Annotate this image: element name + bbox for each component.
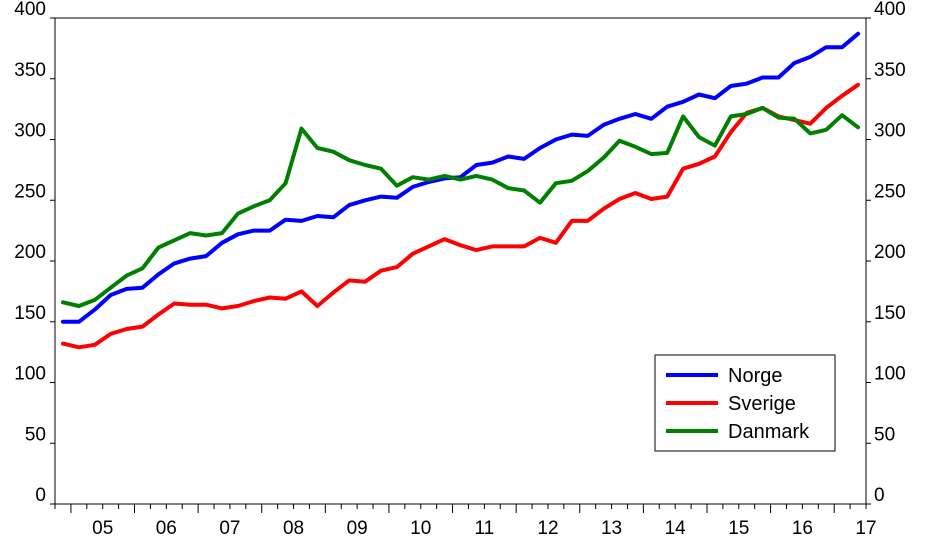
y-left-tick-label: 300 [14,121,46,142]
y-left-tick-label: 100 [14,364,46,385]
y-right-tick-label: 150 [874,303,906,324]
legend-label: Danmark [728,421,810,443]
left-y-axis: 0 50 100 150 200 250 300 350 400 [14,0,55,506]
y-left-tick-label: 250 [14,181,46,202]
y-left-tick-label: 150 [14,303,46,324]
y-right-tick-label: 50 [874,424,895,445]
series-layer [61,31,860,350]
series-line-danmark [61,105,860,308]
x-tick-label: 07 [219,518,240,539]
x-tick-label: 12 [537,518,558,539]
legend: Norge Sverige Danmark [654,354,836,452]
x-tick-label: 06 [156,518,177,539]
x-tick-label: 08 [283,518,304,539]
y-right-tick-label: 350 [874,60,906,81]
x-tick-label: 05 [92,518,113,539]
x-tick-label: 11 [474,518,494,539]
series-line-sverige [61,82,860,350]
x-tick-label: 17 [855,518,876,539]
legend-label: Norge [728,365,782,387]
series-line-norge [61,31,860,324]
x-tick-label: 10 [410,518,431,539]
x-tick-label: 09 [347,518,368,539]
x-axis: 05 06 07 08 09 10 11 12 13 14 15 16 17 [54,504,877,539]
y-right-tick-label: 300 [874,121,906,142]
y-left-tick-label: 0 [35,485,46,506]
y-right-tick-label: 400 [874,0,906,20]
y-right-tick-label: 250 [874,181,906,202]
y-left-tick-label: 200 [14,242,46,263]
x-tick-label: 14 [665,518,687,539]
y-left-tick-label: 400 [14,0,46,20]
x-tick-label: 15 [728,518,749,539]
y-right-tick-label: 100 [874,364,906,385]
y-left-tick-label: 350 [14,60,46,81]
right-y-axis: 0 50 100 150 200 250 300 350 400 [866,0,906,506]
x-tick-label: 16 [792,518,813,539]
y-right-tick-label: 200 [874,242,906,263]
y-right-tick-label: 0 [874,485,885,506]
y-left-tick-label: 50 [25,424,46,445]
legend-label: Sverige [728,393,796,415]
x-tick-label: 13 [601,518,622,539]
